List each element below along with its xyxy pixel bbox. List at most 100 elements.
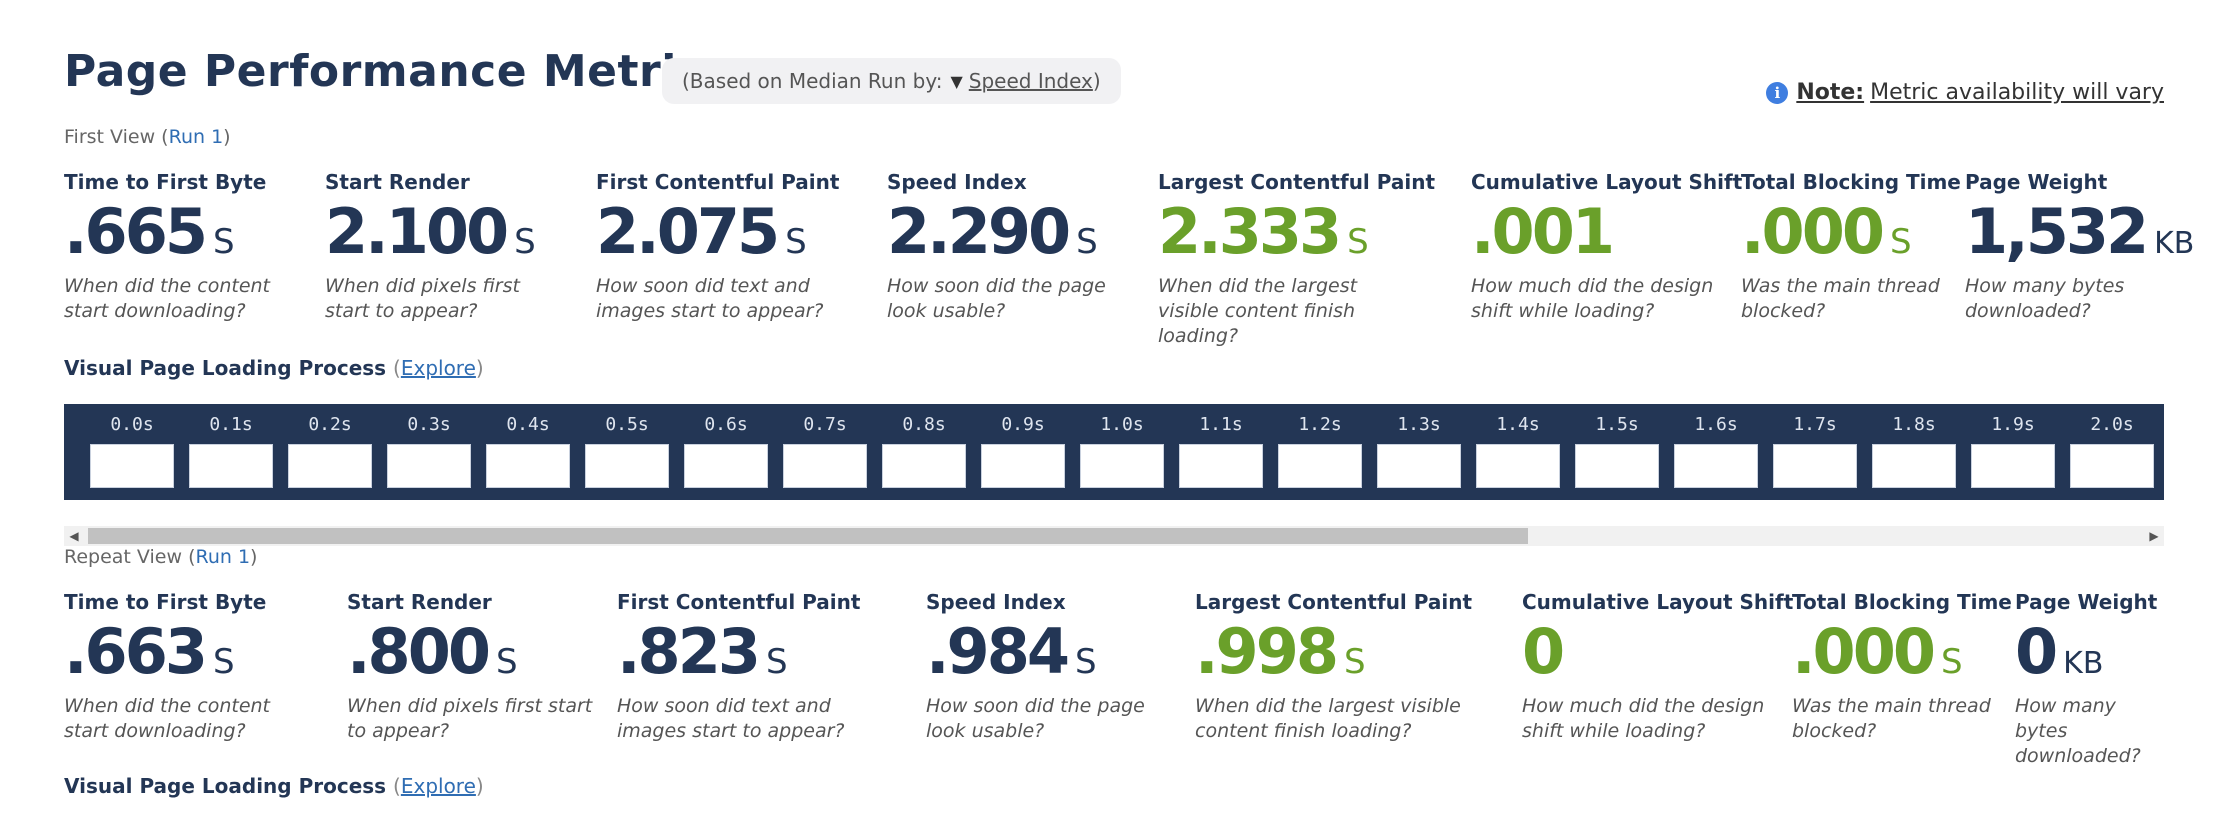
filmstrip-frame[interactable]: 1.4s — [1475, 404, 1561, 500]
filmstrip-frame[interactable]: 1.9s — [1970, 404, 2056, 500]
frame-thumbnail[interactable] — [783, 444, 867, 488]
note-label: Note: — [1796, 80, 1865, 105]
filmstrip-frame[interactable]: 1.6s — [1673, 404, 1759, 500]
metric-value: .000 — [1792, 615, 1936, 688]
metric-time-to-first-byte: Time to First Byte .665 S When did the co… — [64, 170, 304, 324]
metric-total-blocking-time: Total Blocking Time .000 S Was the main t… — [1741, 170, 1961, 324]
metric-unit: S — [212, 642, 235, 682]
frame-thumbnail[interactable] — [1674, 444, 1758, 488]
frame-thumbnail[interactable] — [1971, 444, 2055, 488]
frame-thumbnail[interactable] — [387, 444, 471, 488]
scroll-right-arrow-icon[interactable]: ▶ — [2149, 529, 2159, 543]
filmstrip-frame[interactable]: 1.7s — [1772, 404, 1858, 500]
run-paren-open: ( — [161, 126, 169, 148]
frame-thumbnail[interactable] — [1377, 444, 1461, 488]
note-text[interactable]: Metric availability will vary — [1870, 80, 2164, 105]
median-metric-link[interactable]: Speed Index — [968, 69, 1093, 93]
frame-thumbnail[interactable] — [2070, 444, 2154, 488]
frame-thumbnail[interactable] — [585, 444, 669, 488]
frame-time-label: 1.5s — [1595, 414, 1639, 435]
filmstrip-frame[interactable]: 0.6s — [683, 404, 769, 500]
metric-availability-note[interactable]: i Note: Metric availability will vary — [1766, 80, 2164, 105]
frame-thumbnail[interactable] — [882, 444, 966, 488]
filmstrip-frame[interactable]: 1.5s — [1574, 404, 1660, 500]
frame-thumbnail[interactable] — [1278, 444, 1362, 488]
filmstrip-frame[interactable]: 1.0s — [1079, 404, 1165, 500]
median-prefix: (Based on Median Run by: — [682, 69, 943, 93]
frame-thumbnail[interactable] — [1575, 444, 1659, 488]
filmstrip-frame[interactable]: 1.8s — [1871, 404, 1957, 500]
filmstrip-frame[interactable]: 2.0s — [2069, 404, 2155, 500]
scroll-left-arrow-icon[interactable]: ◀ — [69, 529, 79, 543]
metric-description: How much did the design shift while load… — [1522, 695, 1765, 742]
metric-title: First Contentful Paint — [596, 170, 840, 194]
frame-time-label: 0.7s — [803, 414, 847, 435]
first-view-run-link[interactable]: Run 1 — [168, 126, 224, 148]
filmstrip-frame[interactable]: 0.9s — [980, 404, 1066, 500]
metric-speed-index: Speed Index .984 S How soon did the page … — [926, 590, 1156, 744]
frame-thumbnail[interactable] — [684, 444, 768, 488]
frame-thumbnail[interactable] — [981, 444, 1065, 488]
metric-unit: S — [514, 222, 536, 262]
filmstrip-frame[interactable]: 1.1s — [1178, 404, 1264, 500]
explore-link[interactable]: Explore — [400, 356, 476, 380]
metric-value: 2.290 — [887, 195, 1071, 268]
frame-thumbnail[interactable] — [1179, 444, 1263, 488]
repeat-view-text: Repeat View — [64, 546, 183, 568]
frame-thumbnail[interactable] — [1476, 444, 1560, 488]
metric-value: .998 — [1195, 615, 1339, 688]
filmstrip-frame[interactable]: 0.4s — [485, 404, 571, 500]
filmstrip-frame[interactable]: 1.3s — [1376, 404, 1462, 500]
filmstrip-frame[interactable]: 0.2s — [287, 404, 373, 500]
page-title: Page Performance Metrics — [64, 46, 731, 97]
scrollbar-thumb[interactable] — [88, 528, 1528, 544]
metric-title: Total Blocking Time — [1792, 590, 2012, 614]
frame-thumbnail[interactable] — [1080, 444, 1164, 488]
frame-thumbnail[interactable] — [1773, 444, 1857, 488]
metric-description: When did the largest visible content fin… — [1158, 275, 1358, 347]
metric-unit: KB — [2154, 226, 2195, 261]
frame-thumbnail[interactable] — [486, 444, 570, 488]
metric-unit: S — [1074, 642, 1097, 682]
metric-description: When did pixels first start to appear? — [347, 695, 593, 742]
filmstrip-frame[interactable]: 0.0s — [89, 404, 175, 500]
frame-thumbnail[interactable] — [1872, 444, 1956, 488]
metric-unit: S — [1347, 222, 1369, 262]
filmstrip-frame[interactable]: 0.5s — [584, 404, 670, 500]
repeat-view-run-link[interactable]: Run 1 — [195, 546, 251, 568]
frame-time-label: 0.3s — [407, 414, 451, 435]
metric-value: 2.333 — [1158, 195, 1342, 268]
metric-title: Largest Contentful Paint — [1158, 170, 1436, 194]
metric-description: How soon did the page look usable? — [926, 695, 1145, 742]
metric-description: How many bytes downloaded? — [1965, 275, 2125, 322]
first-view-text: First View — [64, 126, 156, 148]
metric-page-weight: Page Weight 1,532 KB How many bytes downl… — [1965, 170, 2194, 324]
filmstrip-frame[interactable]: 0.3s — [386, 404, 472, 500]
metric-title: Start Render — [325, 170, 470, 194]
metric-description: How many bytes downloaded? — [2015, 695, 2141, 767]
metric-value: .823 — [617, 615, 761, 688]
metric-value: 2.100 — [325, 195, 509, 268]
metric-unit: S — [495, 642, 518, 682]
median-run-selector[interactable]: (Based on Median Run by: ▼ Speed Index ) — [662, 58, 1121, 104]
metric-value: 0 — [2015, 615, 2058, 688]
info-icon: i — [1766, 81, 1789, 104]
explore-link[interactable]: Explore — [400, 774, 476, 798]
filmstrip-frame[interactable]: 0.7s — [782, 404, 868, 500]
filmstrip[interactable]: 0.0s 0.1s 0.2s 0.3s 0.4s 0.5s 0.6s 0.7s 0.8s 0.9s… — [64, 404, 2164, 500]
metric-value: 2.075 — [596, 195, 780, 268]
run-paren-close: ) — [250, 546, 258, 568]
metric-description: How soon did the page look usable? — [887, 275, 1106, 322]
filmstrip-frame[interactable]: 0.1s — [188, 404, 274, 500]
metric-speed-index: Speed Index 2.290 S How soon did the page… — [887, 170, 1117, 324]
frame-time-label: 0.0s — [110, 414, 154, 435]
dropdown-arrow-icon[interactable]: ▼ — [950, 71, 963, 91]
frame-thumbnail[interactable] — [288, 444, 372, 488]
frame-thumbnail[interactable] — [90, 444, 174, 488]
metric-title: Largest Contentful Paint — [1195, 590, 1473, 614]
frame-thumbnail[interactable] — [189, 444, 273, 488]
filmstrip-frame[interactable]: 1.2s — [1277, 404, 1363, 500]
filmstrip-scrollbar[interactable]: ◀ ▶ — [64, 526, 2164, 546]
metric-value: 1,532 — [1965, 195, 2149, 268]
filmstrip-frame[interactable]: 0.8s — [881, 404, 967, 500]
